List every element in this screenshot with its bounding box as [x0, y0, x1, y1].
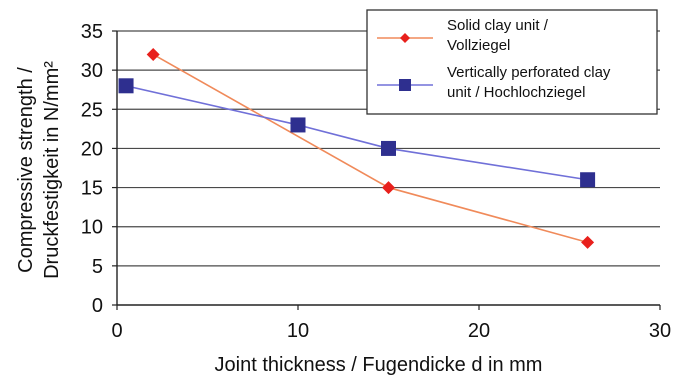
data-point-square [580, 172, 596, 188]
y-axis-title-line: Compressive strength / [15, 67, 37, 273]
x-tick-labels: 0 10 20 30 [111, 320, 671, 342]
y-tick-label: 20 [81, 138, 103, 160]
legend-label-2: Vertically perforated clay unit / Hochloc… [447, 64, 611, 101]
y-tick-label: 15 [81, 178, 103, 200]
legend-label-line: Vertically perforated clay [447, 64, 611, 81]
data-point-square [290, 117, 306, 133]
x-axis-title: Joint thickness / Fugendicke d in mm [215, 354, 543, 376]
x-tick-label: 30 [649, 320, 671, 342]
y-axis-title-line: Druckfestigkeit in N/mm² [41, 61, 63, 279]
y-tick-labels: 0 5 10 15 20 25 30 35 [81, 21, 103, 317]
y-tick-label: 35 [81, 21, 103, 43]
x-tick-label: 10 [287, 320, 309, 342]
y-tick-label: 5 [92, 256, 103, 278]
data-point-diamond [382, 181, 395, 195]
data-points [118, 47, 596, 249]
y-tick-label: 0 [92, 295, 103, 317]
x-tick-label: 0 [111, 320, 122, 342]
legend-box [366, 9, 658, 115]
data-point-square [118, 78, 134, 94]
y-tick-label: 30 [81, 60, 103, 82]
x-tick-label: 20 [468, 320, 490, 342]
y-axis-title: Compressive strength / Druckfestigkeit in… [15, 61, 63, 279]
legend: Solid clay unit / Vollziegel Vertically pe… [366, 9, 658, 115]
axis-titles: Joint thickness / Fugendicke d in mm Comp… [15, 61, 542, 376]
y-tick-label: 10 [81, 217, 103, 239]
legend-marker-diamond [400, 33, 410, 43]
y-tick-label: 25 [81, 99, 103, 121]
legend-marker-square [399, 79, 411, 91]
data-point-diamond [146, 47, 160, 61]
data-point-square [381, 140, 396, 156]
legend-label-line: Vollziegel [447, 37, 510, 54]
axes [112, 30, 661, 310]
legend-label-line: Solid clay unit / [447, 17, 549, 34]
legend-label-1: Solid clay unit / Vollziegel [447, 17, 549, 54]
series-line-2 [125, 85, 588, 181]
legend-label-line: unit / Hochlochziegel [447, 84, 585, 101]
data-point-diamond [581, 235, 595, 249]
